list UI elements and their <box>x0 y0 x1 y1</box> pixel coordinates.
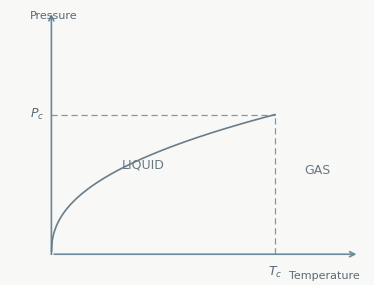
Text: $P_c$: $P_c$ <box>30 107 44 122</box>
Text: Temperature: Temperature <box>288 271 359 281</box>
Text: $T_c$: $T_c$ <box>268 265 282 280</box>
Text: GAS: GAS <box>304 164 330 177</box>
Text: Pressure: Pressure <box>30 11 77 21</box>
Text: LIQUID: LIQUID <box>122 158 165 171</box>
